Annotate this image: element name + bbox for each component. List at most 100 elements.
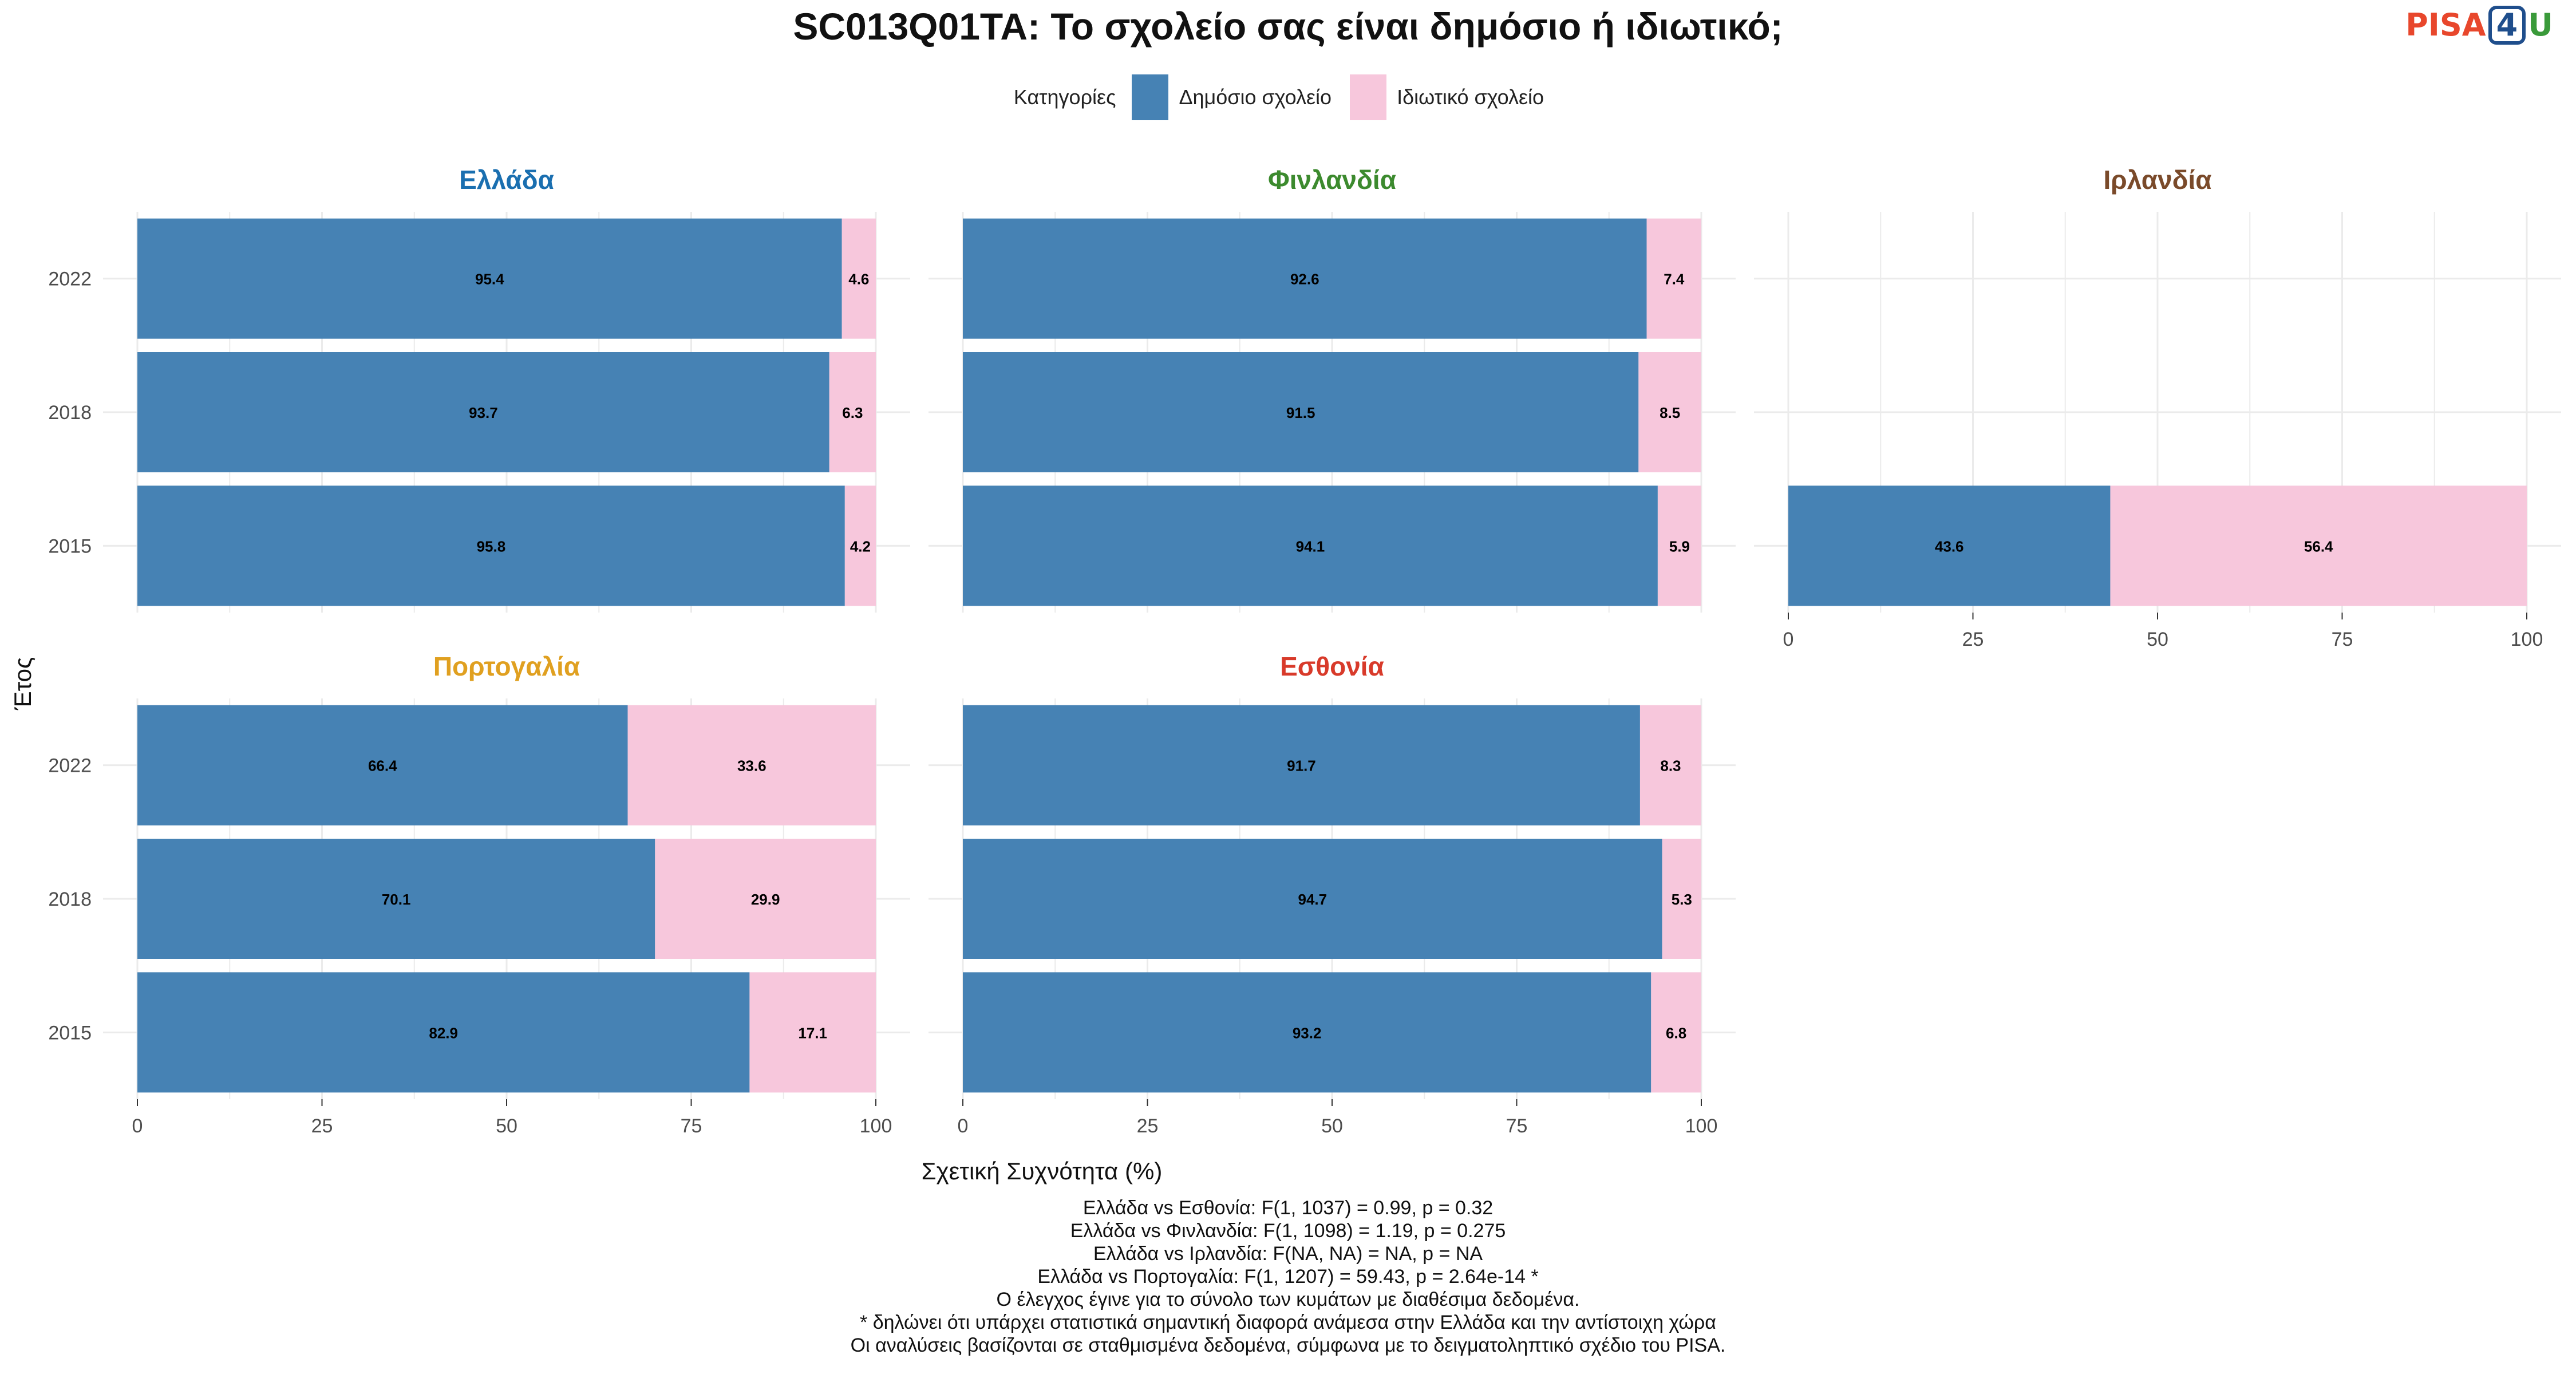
bar-public	[963, 485, 1658, 606]
data-label: 95.8	[477, 538, 506, 555]
bar-public	[963, 839, 1662, 959]
y-tick-label: 2015	[48, 1022, 92, 1044]
data-label: 7.4	[1664, 271, 1685, 288]
bar-private	[829, 352, 876, 472]
bar-private	[655, 839, 876, 959]
panel-4: Πορτογαλία 2022 2018 2015 66.4 33.6 70.1 29.9 82…	[48, 652, 910, 1137]
chart-title: SC013Q01TA: Το σχολείο σας είναι δημόσιο…	[793, 5, 1783, 48]
bar-private	[1639, 705, 1701, 826]
bar-public	[963, 972, 1652, 1093]
data-label: 95.4	[475, 271, 504, 288]
bar-public	[963, 218, 1647, 339]
data-label: 8.5	[1660, 404, 1680, 421]
data-label: 82.9	[429, 1024, 458, 1041]
bar-public	[137, 972, 750, 1093]
x-tick-label: 25	[1137, 1115, 1159, 1137]
data-label: 91.7	[1287, 757, 1316, 775]
legend-title: Κατηγορίες	[1013, 85, 1116, 109]
data-label: 5.3	[1672, 891, 1692, 908]
x-tick-label: 100	[1685, 1115, 1718, 1137]
bar-public	[963, 352, 1639, 472]
x-tick-label: 50	[2147, 629, 2168, 650]
y-tick-label: 2022	[48, 269, 92, 290]
faceted-bar-chart: Ελλάδα 2022 2018 2015 95.4 4.6 93.7 6.3 95.8 4.2 Φ…	[48, 165, 2561, 1137]
legend-swatch-public	[1132, 74, 1169, 120]
x-axis-title: Σχετική Συχνότητα (%)	[921, 1158, 1163, 1185]
bar-public	[137, 485, 845, 606]
footnote-line: Ελλάδα vs Ιρλανδία: F(NA, NA) = NA, p = …	[1093, 1243, 1483, 1265]
x-tick-label: 25	[1962, 629, 1984, 650]
bar-private	[627, 705, 876, 826]
data-label: 29.9	[751, 891, 780, 908]
data-label: 94.1	[1296, 538, 1325, 555]
footnote-line: Οι αναλύσεις βασίζονται σε σταθμισμένα δ…	[850, 1334, 1726, 1356]
data-label: 43.6	[1935, 538, 1964, 555]
footnote-line: * δηλώνει ότι υπάρχει στατιστικά σημαντι…	[860, 1312, 1716, 1333]
bar-private	[2110, 485, 2527, 606]
y-tick-label: 2018	[48, 402, 92, 424]
x-tick-label: 25	[311, 1115, 333, 1137]
footnote-line: Ελλάδα vs Φινλανδία: F(1, 1098) = 1.19, …	[1070, 1220, 1506, 1242]
data-label: 94.7	[1298, 891, 1327, 908]
bar-public	[137, 352, 829, 472]
y-tick-label: 2018	[48, 889, 92, 910]
pisa4u-logo: PISA 4 U	[2405, 6, 2553, 45]
legend-label-public: Δημόσιο σχολείο	[1179, 85, 1332, 109]
x-tick-label: 75	[681, 1115, 702, 1137]
x-tick-label: 0	[958, 1115, 969, 1137]
bar-private	[841, 218, 876, 339]
panel-title: Πορτογαλία	[433, 652, 580, 681]
legend-swatch-private	[1350, 74, 1387, 120]
x-tick-label: 100	[860, 1115, 892, 1137]
data-label: 33.6	[737, 757, 767, 775]
x-tick-label: 0	[1783, 629, 1794, 650]
panel-title: Φινλανδία	[1268, 165, 1396, 195]
panel-title: Ελλάδα	[459, 165, 554, 195]
panel-3: Ιρλανδία 43.6 56.4 0 25 50 75 100	[1754, 165, 2561, 650]
logo-text-four: 4	[2488, 6, 2526, 45]
x-tick-label: 75	[2332, 629, 2353, 650]
logo-text-u: U	[2528, 7, 2553, 43]
data-label: 17.1	[798, 1024, 827, 1041]
bar-public	[137, 218, 842, 339]
bar-public	[137, 839, 655, 959]
data-label: 93.7	[469, 404, 498, 421]
data-label: 56.4	[2304, 538, 2333, 555]
data-label: 5.9	[1669, 538, 1690, 555]
panel-title: Ιρλανδία	[2103, 165, 2211, 195]
bar-private	[1638, 352, 1701, 472]
bar-private	[1646, 218, 1701, 339]
data-label: 6.3	[842, 404, 863, 421]
bar-private	[844, 485, 876, 606]
x-tick-label: 50	[496, 1115, 517, 1137]
x-tick-label: 50	[1321, 1115, 1343, 1137]
data-label: 4.6	[848, 271, 869, 288]
data-label: 92.6	[1290, 271, 1319, 288]
x-tick-label: 0	[132, 1115, 143, 1137]
x-tick-label: 75	[1506, 1115, 1528, 1137]
bar-public	[1788, 485, 2111, 606]
bar-private	[1657, 485, 1701, 606]
legend: Κατηγορίες Δημόσιο σχολείο Ιδιωτικό σχολ…	[0, 74, 2576, 120]
data-label: 4.2	[850, 538, 871, 555]
bar-public	[137, 705, 628, 826]
data-label: 66.4	[368, 757, 397, 775]
footnote-line: Ελλάδα vs Εσθονία: F(1, 1037) = 0.99, p …	[1082, 1197, 1494, 1219]
bar-private	[1651, 972, 1701, 1093]
data-label: 93.2	[1293, 1024, 1322, 1041]
y-axis-title: Έτος	[9, 657, 36, 710]
bar-private	[1662, 839, 1701, 959]
data-label: 6.8	[1666, 1024, 1686, 1041]
panel-5: Εσθονία 91.7 8.3 94.7 5.3 93.2 6.8 0 25 50 75 100	[929, 652, 1736, 1137]
panel-2: Φινλανδία 92.6 7.4 91.5 8.5 94.1 5.9	[929, 165, 1736, 613]
footnote-line: Ελλάδα vs Πορτογαλία: F(1, 1207) = 59.43…	[1037, 1266, 1539, 1288]
data-label: 70.1	[382, 891, 411, 908]
y-tick-label: 2015	[48, 535, 92, 557]
x-tick-label: 100	[2511, 629, 2543, 650]
data-label: 8.3	[1660, 757, 1681, 775]
panel-1: Ελλάδα 2022 2018 2015 95.4 4.6 93.7 6.3 95.8 4.2	[48, 165, 910, 613]
panel-title: Εσθονία	[1280, 652, 1384, 681]
bar-private	[749, 972, 876, 1093]
y-tick-label: 2022	[48, 755, 92, 777]
data-label: 91.5	[1286, 404, 1315, 421]
